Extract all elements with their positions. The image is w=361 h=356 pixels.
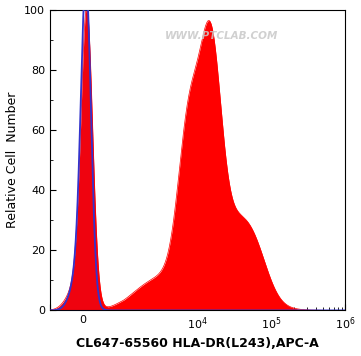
Y-axis label: Relative Cell  Number: Relative Cell Number bbox=[5, 92, 18, 228]
X-axis label: CL647-65560 HLA-DR(L243),APC-A: CL647-65560 HLA-DR(L243),APC-A bbox=[76, 337, 319, 350]
Text: WWW.PTCLAB.COM: WWW.PTCLAB.COM bbox=[165, 31, 278, 41]
